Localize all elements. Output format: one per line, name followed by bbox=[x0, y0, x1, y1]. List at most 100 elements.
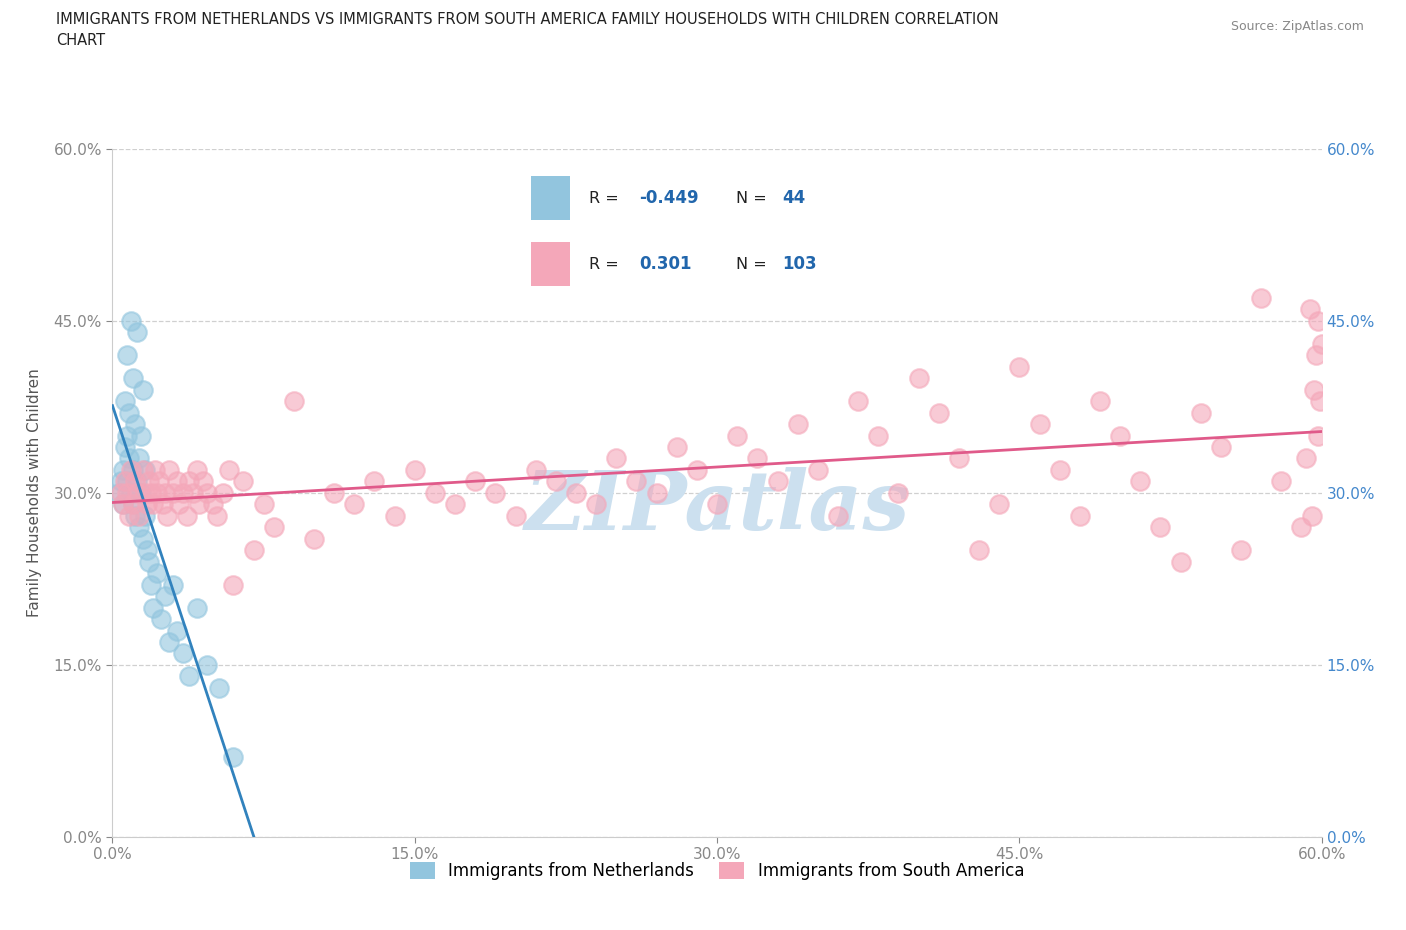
Point bbox=[1310, 337, 1333, 352]
Point bbox=[786, 417, 808, 432]
Point bbox=[1291, 520, 1313, 535]
Point bbox=[725, 428, 748, 443]
Point bbox=[135, 543, 157, 558]
Point bbox=[139, 485, 162, 500]
Point bbox=[138, 554, 160, 569]
Point bbox=[124, 417, 146, 432]
Point bbox=[363, 474, 385, 489]
Point bbox=[222, 750, 245, 764]
Point bbox=[1295, 451, 1317, 466]
Point bbox=[128, 451, 150, 466]
Point bbox=[484, 485, 506, 500]
Point bbox=[132, 382, 155, 397]
Point bbox=[202, 497, 225, 512]
Point bbox=[167, 497, 190, 512]
Point bbox=[115, 485, 138, 500]
Point bbox=[1301, 509, 1323, 524]
Point bbox=[626, 474, 648, 489]
Point bbox=[114, 474, 136, 489]
Point bbox=[121, 497, 143, 512]
Point bbox=[404, 462, 426, 477]
Point bbox=[444, 497, 467, 512]
Point bbox=[139, 578, 162, 592]
Point bbox=[605, 451, 627, 466]
Point bbox=[212, 485, 235, 500]
Point bbox=[1008, 359, 1031, 374]
Point bbox=[283, 393, 305, 408]
Point bbox=[124, 509, 146, 524]
Point bbox=[505, 509, 527, 524]
Point bbox=[143, 462, 166, 477]
Point bbox=[111, 497, 134, 512]
Point bbox=[686, 462, 709, 477]
Point bbox=[263, 520, 285, 535]
Point bbox=[928, 405, 950, 420]
Point bbox=[1250, 290, 1272, 305]
Point bbox=[120, 485, 142, 500]
Point bbox=[1109, 428, 1132, 443]
Point bbox=[232, 474, 254, 489]
Point bbox=[152, 497, 174, 512]
Point bbox=[125, 485, 148, 500]
Point bbox=[134, 462, 156, 477]
Point bbox=[176, 509, 198, 524]
Point bbox=[120, 462, 142, 477]
Point bbox=[125, 474, 148, 489]
Point bbox=[121, 462, 143, 477]
Point bbox=[120, 313, 142, 328]
Point bbox=[1270, 474, 1292, 489]
Point bbox=[156, 509, 179, 524]
Point bbox=[149, 612, 172, 627]
Point bbox=[181, 485, 204, 500]
Point bbox=[188, 497, 211, 512]
Point bbox=[747, 451, 769, 466]
Point bbox=[343, 497, 366, 512]
Y-axis label: Family Households with Children: Family Households with Children bbox=[28, 368, 42, 618]
Point bbox=[384, 509, 406, 524]
Point bbox=[132, 462, 155, 477]
Point bbox=[135, 497, 157, 512]
Point bbox=[1309, 393, 1331, 408]
Point bbox=[1306, 313, 1329, 328]
Point bbox=[134, 485, 156, 500]
Point bbox=[114, 440, 136, 455]
Point bbox=[110, 485, 132, 500]
Point bbox=[1298, 302, 1320, 317]
Point bbox=[153, 485, 176, 500]
Point bbox=[868, 428, 890, 443]
Text: IMMIGRANTS FROM NETHERLANDS VS IMMIGRANTS FROM SOUTH AMERICA FAMILY HOUSEHOLDS W: IMMIGRANTS FROM NETHERLANDS VS IMMIGRANT… bbox=[56, 12, 1000, 27]
Point bbox=[129, 485, 152, 500]
Point bbox=[645, 485, 668, 500]
Point bbox=[157, 634, 180, 649]
Point bbox=[1049, 462, 1071, 477]
Point bbox=[302, 531, 325, 546]
Point bbox=[665, 440, 688, 455]
Point bbox=[218, 462, 240, 477]
Point bbox=[585, 497, 607, 512]
Point bbox=[988, 497, 1011, 512]
Point bbox=[111, 497, 134, 512]
Point bbox=[114, 393, 136, 408]
Text: Source: ZipAtlas.com: Source: ZipAtlas.com bbox=[1230, 20, 1364, 33]
Point bbox=[846, 393, 869, 408]
Point bbox=[323, 485, 346, 500]
Point bbox=[115, 428, 138, 443]
Point bbox=[1305, 348, 1327, 363]
Point bbox=[172, 646, 194, 661]
Point bbox=[148, 474, 170, 489]
Point bbox=[129, 428, 152, 443]
Text: CHART: CHART bbox=[56, 33, 105, 47]
Point bbox=[544, 474, 567, 489]
Point bbox=[115, 348, 138, 363]
Point bbox=[121, 497, 143, 512]
Point bbox=[162, 485, 184, 500]
Point bbox=[166, 623, 188, 638]
Point bbox=[125, 325, 148, 339]
Point bbox=[766, 474, 789, 489]
Point bbox=[124, 474, 146, 489]
Point bbox=[128, 509, 150, 524]
Point bbox=[191, 474, 214, 489]
Point bbox=[128, 520, 150, 535]
Point bbox=[208, 681, 231, 696]
Point bbox=[117, 405, 139, 420]
